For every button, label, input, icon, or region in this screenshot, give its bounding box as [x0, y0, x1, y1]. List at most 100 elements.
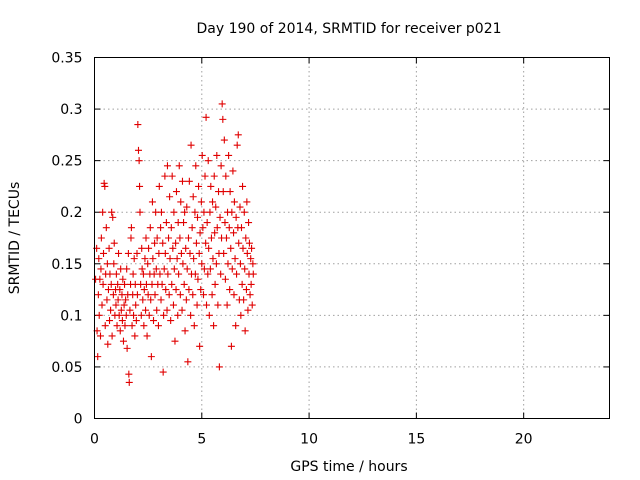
data-point: [231, 255, 239, 263]
data-point: [143, 332, 151, 340]
data-point: [100, 179, 108, 187]
data-point: [149, 255, 157, 263]
data-point: [101, 182, 109, 190]
data-point: [202, 113, 210, 121]
data-point: [129, 270, 137, 278]
data-point: [151, 239, 159, 247]
data-point: [222, 234, 230, 242]
data-point: [176, 234, 184, 242]
data-point: [178, 177, 186, 185]
data-point: [227, 342, 235, 350]
data-point: [183, 203, 191, 211]
data-point: [209, 255, 217, 263]
data-point: [106, 317, 114, 325]
data-point: [125, 378, 133, 386]
data-point: [196, 342, 204, 350]
data-point: [133, 291, 141, 299]
data-point: [167, 224, 175, 232]
data-point: [148, 198, 156, 206]
data-point: [240, 296, 248, 304]
data-point: [163, 162, 171, 170]
data-point: [102, 224, 110, 232]
data-point: [107, 280, 115, 288]
y-tick-label: 0.25: [51, 154, 82, 170]
data-point: [159, 368, 167, 376]
data-point: [249, 270, 257, 278]
data-point: [108, 208, 116, 216]
data-point: [123, 265, 131, 273]
data-point: [115, 249, 123, 257]
data-point: [243, 249, 251, 257]
y-tick-label: 0.05: [51, 360, 82, 376]
data-point: [99, 208, 107, 216]
data-point: [168, 280, 176, 288]
data-point: [100, 249, 108, 257]
data-point: [172, 286, 180, 294]
data-point: [203, 219, 211, 227]
data-point: [136, 208, 144, 216]
x-tick-label: 20: [515, 432, 533, 448]
data-point: [130, 311, 138, 319]
data-point: [209, 198, 217, 206]
data-point: [96, 275, 104, 283]
data-point: [146, 224, 154, 232]
data-point: [114, 280, 122, 288]
data-point: [94, 353, 102, 361]
data-point: [133, 249, 141, 257]
data-point: [236, 203, 244, 211]
data-point: [121, 322, 129, 330]
data-point: [169, 244, 177, 252]
data-point: [166, 193, 174, 201]
data-point: [97, 265, 105, 273]
data-point: [213, 224, 221, 232]
data-point: [139, 296, 147, 304]
data-point: [179, 260, 187, 268]
data-point: [197, 286, 205, 294]
data-point: [242, 286, 250, 294]
data-point: [226, 286, 234, 294]
data-point: [112, 270, 120, 278]
data-point: [169, 301, 177, 309]
data-point: [170, 265, 178, 273]
data-point: [138, 244, 146, 252]
data-point: [152, 265, 160, 273]
data-point: [224, 260, 232, 268]
plot-frame: [94, 57, 610, 419]
chart-title: Day 190 of 2014, SRMTID for receiver p02…: [196, 21, 501, 37]
data-point: [110, 260, 118, 268]
data-point: [171, 337, 179, 345]
x-tick-label: 5: [197, 432, 206, 448]
data-point: [141, 255, 149, 263]
data-point: [200, 291, 208, 299]
data-point: [192, 162, 200, 170]
data-point: [134, 121, 142, 129]
data-point: [195, 182, 203, 190]
data-point: [211, 280, 219, 288]
data-point: [115, 311, 123, 319]
data-point: [191, 208, 199, 216]
y-tick-label: 0.1: [60, 308, 82, 324]
data-point: [177, 198, 185, 206]
data-point: [181, 327, 189, 335]
data-point: [242, 234, 250, 242]
data-point: [182, 296, 190, 304]
y-tick-label: 0.3: [60, 102, 82, 118]
data-point: [130, 255, 138, 263]
data-point: [162, 219, 170, 227]
data-point: [230, 229, 238, 237]
x-tick-label: 0: [90, 432, 99, 448]
data-point: [153, 234, 161, 242]
data-point: [136, 182, 144, 190]
data-point: [162, 286, 170, 294]
data-point: [197, 198, 205, 206]
data-point: [187, 141, 195, 149]
x-axis-label: GPS time / hours: [290, 459, 407, 475]
data-point: [147, 296, 155, 304]
data-point: [134, 146, 142, 154]
data-point: [105, 244, 113, 252]
data-point: [228, 208, 236, 216]
data-point: [226, 188, 234, 196]
x-tick-label: 15: [407, 432, 425, 448]
data-point: [173, 255, 181, 263]
data-point: [150, 317, 158, 325]
